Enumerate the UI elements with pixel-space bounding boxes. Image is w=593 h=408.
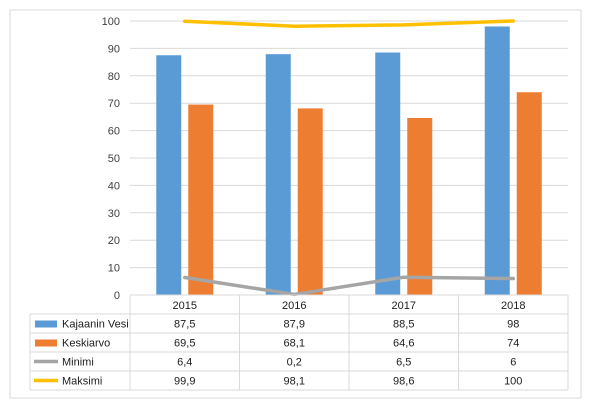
bar-keskiarvo (407, 117, 433, 295)
data-cell: 98,1 (284, 376, 305, 388)
data-cell: 98 (507, 319, 519, 331)
data-cell: 88,5 (393, 319, 414, 331)
data-cell: 87,5 (174, 319, 195, 331)
y-tick-label: 20 (108, 235, 120, 247)
data-cell: 6 (510, 357, 516, 369)
x-tick-label: 2017 (392, 300, 416, 312)
data-cell: 98,6 (393, 376, 414, 388)
data-cell: 100 (504, 376, 522, 388)
y-tick-label: 60 (108, 126, 120, 138)
data-cell: 6,5 (396, 357, 411, 369)
legend-key-kajaanin-vesi (35, 320, 57, 328)
line-minimi (183, 275, 515, 297)
bar-keskiarvo (188, 104, 214, 295)
legend-label: Maksimi (62, 376, 102, 388)
data-cell: 0,2 (287, 357, 302, 369)
data-cell: 69,5 (174, 338, 195, 350)
data-cell: 87,9 (284, 319, 305, 331)
y-tick-label: 10 (108, 263, 120, 275)
y-tick-label: 40 (108, 180, 120, 192)
data-cell: 99,9 (174, 376, 195, 388)
y-tick-label: 30 (108, 208, 120, 220)
x-tick-label: 2015 (173, 300, 197, 312)
data-cell: 68,1 (284, 338, 305, 350)
chart-border (9, 9, 582, 399)
y-tick-label: 80 (108, 71, 120, 83)
legend-label: Keskiarvo (62, 338, 110, 350)
bar-kajaanin-vesi (484, 26, 510, 295)
y-tick-label: 50 (108, 153, 120, 165)
data-cell: 6,4 (177, 357, 192, 369)
x-tick-label: 2016 (282, 300, 306, 312)
bar-kajaanin-vesi (265, 54, 291, 296)
data-cell: 64,6 (393, 338, 414, 350)
bar-kajaanin-vesi (156, 55, 182, 295)
y-tick-label: 0 (114, 290, 120, 302)
data-cell: 74 (507, 338, 519, 350)
y-tick-label: 100 (102, 16, 120, 28)
legend-label: Kajaanin Vesi (62, 319, 129, 331)
line-maksimi (183, 19, 515, 28)
legend-label: Minimi (62, 357, 94, 369)
y-tick-label: 70 (108, 98, 120, 110)
bar-kajaanin-vesi (375, 52, 401, 296)
y-tick-label: 90 (108, 43, 120, 55)
bar-keskiarvo (297, 108, 323, 295)
legend-key-keskiarvo (35, 339, 57, 347)
bar-keskiarvo (516, 92, 542, 296)
x-tick-label: 2018 (501, 300, 525, 312)
